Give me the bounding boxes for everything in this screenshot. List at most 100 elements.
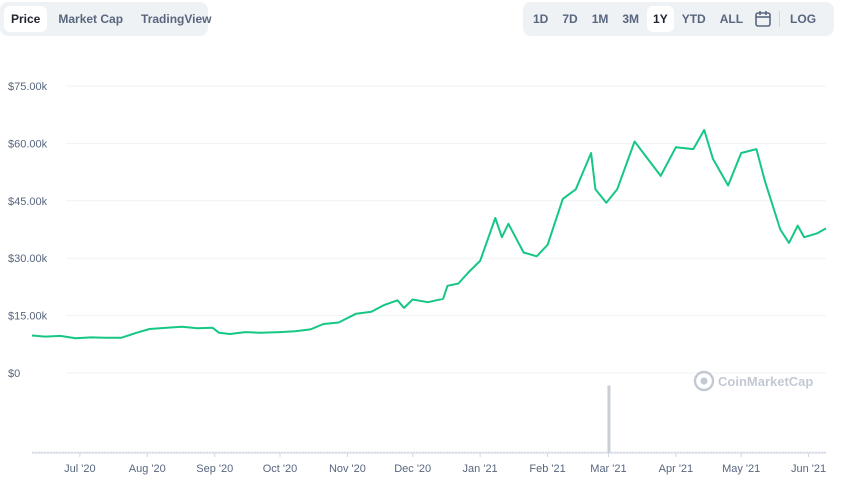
volume-bar [647,451,649,453]
volume-bar [422,451,424,453]
volume-bar [737,451,739,453]
volume-bar [44,451,46,453]
range-3m-button[interactable]: 3M [622,12,640,26]
volume-bar [347,451,349,453]
volume-bar [488,451,490,453]
volume-bar [362,451,364,453]
volume-bar [446,451,448,453]
volume-bar [101,451,103,453]
range-1y-button[interactable]: 1Y [647,6,674,32]
volume-bar [677,451,679,453]
volume-bar [377,451,379,453]
range-1d-button[interactable]: 1D [533,12,549,26]
volume-bar [179,451,181,453]
volume-bar [719,451,721,453]
volume-bar [383,451,385,453]
tab-price[interactable]: Price [4,6,48,32]
tab-market-cap[interactable]: Market Cap [58,12,124,26]
volume-bar [395,451,397,453]
volume-bar [518,451,520,453]
volume-bar [281,451,283,453]
volume-bar [557,451,559,453]
volume-bar [578,451,580,453]
volume-bar [473,451,475,453]
volume-bar [440,451,442,453]
volume-bar [812,451,814,453]
divider [779,11,781,27]
volume-bar [86,451,88,453]
volume-bar [317,451,319,453]
volume-bar [803,451,805,453]
volume-bar [749,451,751,453]
volume-bar [602,451,604,453]
volume-bar [644,451,646,453]
x-tick-label: Jan '21 [463,463,498,475]
volume-bar [779,451,781,453]
range-all-button[interactable]: ALL [719,12,744,26]
volume-bar [89,451,91,453]
volume-bar [404,451,406,453]
volume-bar [392,451,394,453]
volume-bar [299,451,301,453]
volume-bar [335,451,337,453]
volume-bar [407,451,409,453]
volume-bar [95,451,97,453]
calendar-icon[interactable] [751,7,775,31]
volume-spike-bar [607,385,611,453]
volume-bar [482,451,484,453]
volume-bar [650,451,652,453]
volume-bar [569,451,571,453]
volume-bar [191,451,193,453]
y-tick-label: $60.00k [8,138,48,150]
log-scale-button[interactable]: LOG [790,12,817,26]
range-ytd-button[interactable]: YTD [681,12,706,26]
range-1m-button[interactable]: 1M [591,12,609,26]
volume-bar [305,451,307,453]
volume-bar [248,451,250,453]
volume-bar [545,451,547,453]
volume-bar [206,451,208,453]
volume-bar [794,451,796,453]
grid-lines [66,85,826,374]
volume-bar [497,451,499,453]
volume-bar [695,451,697,453]
volume-bar [722,451,724,453]
volume-bar [584,451,586,453]
time-range-selector: 1D 7D 1M 3M 1Y YTD ALL LOG [523,2,834,36]
volume-bar [125,451,127,453]
volume-bar [638,451,640,453]
volume-bar [659,451,661,453]
volume-bar [809,451,811,453]
volume-bar [314,451,316,453]
volume-bar [527,451,529,453]
volume-bar [740,451,742,453]
volume-bar [98,451,100,453]
volume-bar [548,451,550,453]
volume-bar [728,451,730,453]
range-7d-button[interactable]: 7D [562,12,578,26]
volume-bar [470,451,472,453]
volume-bar [398,451,400,453]
volume-bar [653,451,655,453]
volume-bar [215,451,217,453]
volume-bar [413,451,415,453]
volume-bar [287,451,289,453]
volume-bar [590,451,592,453]
x-tick-label: May '21 [722,463,760,475]
volume-bar [443,451,445,453]
volume-bar [188,451,190,453]
volume-bar [683,451,685,453]
volume-bar [698,451,700,453]
volume-bar [797,451,799,453]
volume-bar [167,451,169,453]
volume-bar [509,451,511,453]
x-tick-label: Jun '21 [791,463,826,475]
volume-bar [230,451,232,453]
volume-bar [767,451,769,453]
volume-bar [467,451,469,453]
volume-bar [434,451,436,453]
volume-bar [74,451,76,453]
volume-bar [356,451,358,453]
tab-tradingview[interactable]: TradingView [141,12,212,26]
